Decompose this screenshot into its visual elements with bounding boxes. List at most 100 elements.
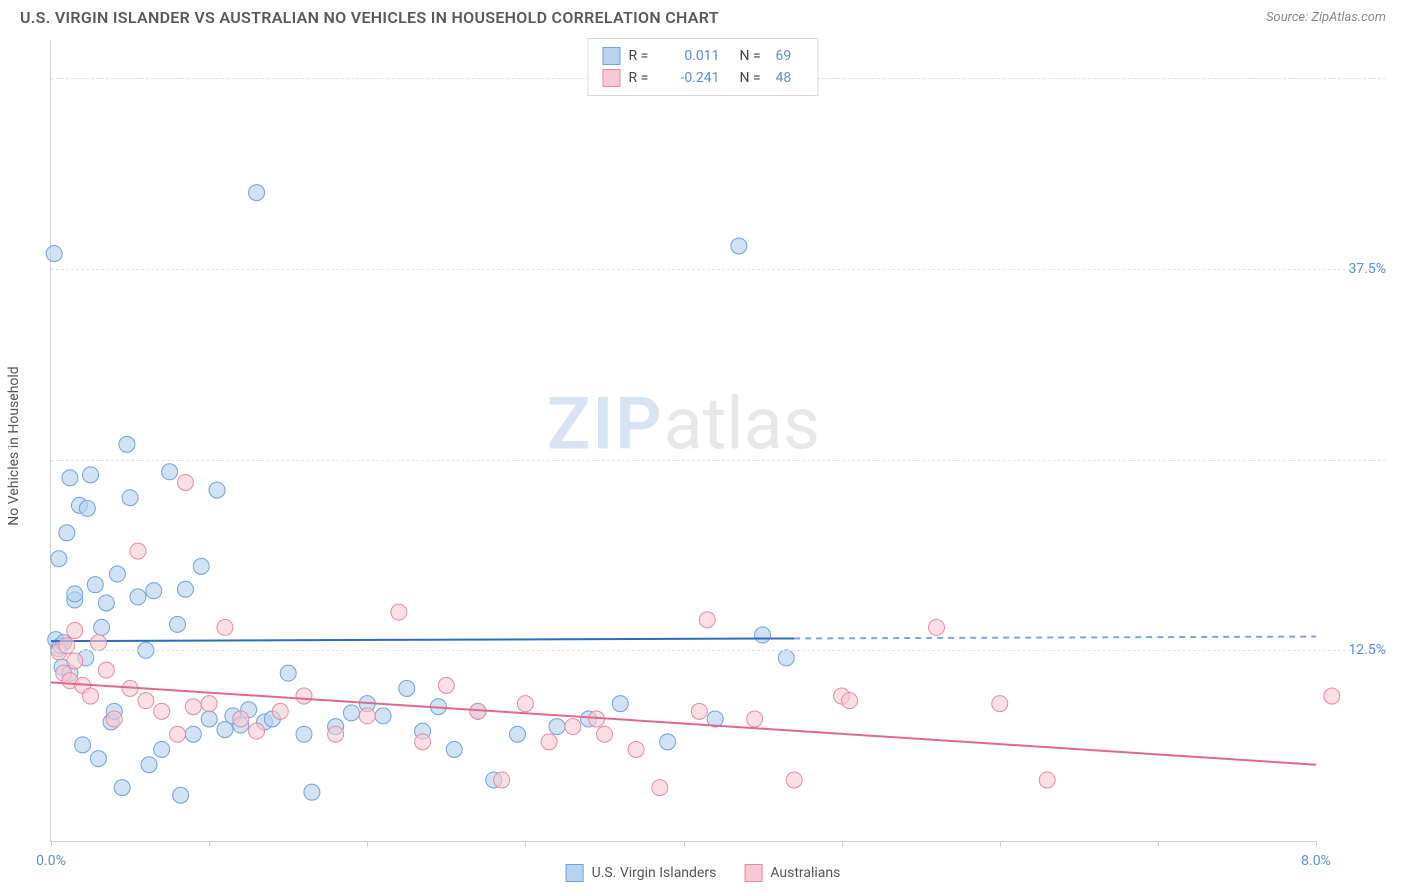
aus-point — [170, 726, 186, 742]
usvi-point — [98, 595, 114, 611]
usvi-trendline-extrapolated — [794, 637, 1316, 639]
correlation-stats-box: R =0.011N =69R =-0.241N =48 — [588, 38, 819, 96]
usvi-point — [87, 577, 103, 593]
usvi-point — [399, 680, 415, 696]
aus-point — [1324, 688, 1340, 704]
usvi-point — [185, 726, 201, 742]
x-tick — [842, 841, 843, 847]
aus-point — [177, 474, 193, 490]
aus-point — [929, 619, 945, 635]
n-label: N = — [740, 48, 768, 64]
aus-point — [541, 734, 557, 750]
aus-legend-swatch — [744, 864, 762, 882]
aus-point — [185, 699, 201, 715]
x-tick — [1158, 841, 1159, 847]
usvi-point — [154, 741, 170, 757]
aus-point — [90, 635, 106, 651]
gridline — [51, 269, 1386, 270]
x-tick — [209, 841, 210, 847]
aus-point — [201, 696, 217, 712]
usvi-legend-label: U.S. Virgin Islanders — [592, 865, 717, 881]
aus-point — [438, 677, 454, 693]
usvi-point — [201, 711, 217, 727]
usvi-point — [90, 751, 106, 767]
usvi-legend-swatch — [566, 864, 584, 882]
r-label: R = — [629, 70, 657, 86]
usvi-point — [130, 589, 146, 605]
y-axis-label: No Vehicles in Household — [6, 366, 22, 525]
usvi-point — [549, 719, 565, 735]
aus-point — [296, 688, 312, 704]
usvi-point — [509, 726, 525, 742]
x-tick — [51, 841, 52, 847]
aus-point — [233, 711, 249, 727]
x-tick — [1316, 841, 1317, 847]
aus-point — [747, 711, 763, 727]
aus-legend-label: Australians — [770, 865, 840, 881]
stats-row-usvi: R = 0.011 N = 69 — [603, 45, 804, 67]
r-value-usvi: 0.011 — [665, 48, 720, 64]
aus-point — [494, 772, 510, 788]
aus-swatch — [603, 69, 621, 87]
usvi-point — [62, 470, 78, 486]
n-label: N = — [740, 70, 768, 86]
usvi-point — [193, 558, 209, 574]
usvi-point — [162, 464, 178, 480]
aus-point — [786, 772, 802, 788]
x-tick — [1000, 841, 1001, 847]
usvi-point — [209, 482, 225, 498]
usvi-point — [375, 708, 391, 724]
n-value-usvi: 69 — [776, 48, 804, 64]
legend-item-usvi: U.S. Virgin Islanders — [566, 864, 717, 882]
aus-point — [1039, 772, 1055, 788]
gridline — [51, 460, 1386, 461]
y-tick-label: 12.5% — [1326, 642, 1386, 658]
aus-point — [138, 693, 154, 709]
usvi-point — [343, 705, 359, 721]
usvi-point — [296, 726, 312, 742]
chart-title: U.S. VIRGIN ISLANDER VS AUSTRALIAN NO VE… — [20, 8, 719, 27]
usvi-point — [612, 696, 628, 712]
usvi-point — [67, 586, 83, 602]
aus-point — [83, 688, 99, 704]
usvi-point — [446, 741, 462, 757]
usvi-point — [46, 246, 62, 262]
aus-point — [154, 703, 170, 719]
aus-point — [691, 703, 707, 719]
usvi-trendline — [51, 638, 794, 641]
x-tick — [684, 841, 685, 847]
x-tick — [525, 841, 526, 847]
usvi-point — [83, 467, 99, 483]
usvi-point — [170, 616, 186, 632]
usvi-point — [109, 566, 125, 582]
aus-point — [565, 719, 581, 735]
bottom-legend: U.S. Virgin Islanders Australians — [566, 864, 841, 882]
aus-point — [699, 612, 715, 628]
r-value-aus: -0.241 — [665, 70, 720, 86]
aus-point — [415, 734, 431, 750]
gridline — [51, 650, 1386, 651]
usvi-point — [173, 787, 189, 803]
usvi-point — [660, 734, 676, 750]
stats-row-aus: R =-0.241N =48 — [603, 67, 804, 89]
usvi-point — [280, 665, 296, 681]
x-tick-label: 0.0% — [36, 853, 66, 869]
aus-point — [106, 711, 122, 727]
usvi-point — [59, 525, 75, 541]
aus-point — [249, 723, 265, 739]
usvi-point — [51, 551, 67, 567]
usvi-point — [119, 436, 135, 452]
r-label: R = — [629, 48, 657, 64]
usvi-point — [778, 650, 794, 666]
aus-point — [328, 726, 344, 742]
aus-point — [217, 619, 233, 635]
usvi-point — [249, 185, 265, 201]
aus-point — [652, 780, 668, 796]
y-tick-label: 37.5% — [1326, 261, 1386, 277]
usvi-point — [755, 627, 771, 643]
aus-point — [596, 726, 612, 742]
aus-point — [130, 543, 146, 559]
x-tick — [367, 841, 368, 847]
aus-point — [67, 653, 83, 669]
x-tick-label: 8.0% — [1301, 853, 1331, 869]
